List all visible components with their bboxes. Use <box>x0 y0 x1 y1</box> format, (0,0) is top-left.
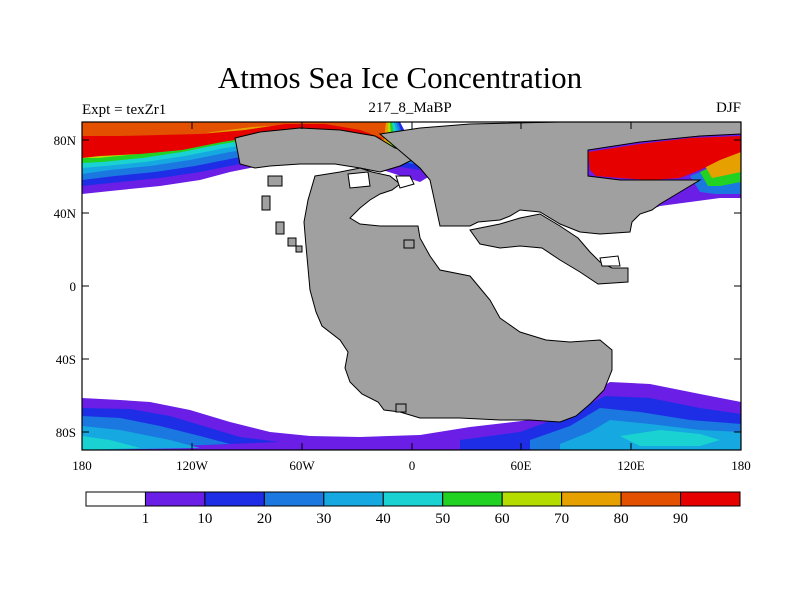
land-island-1 <box>267 175 283 187</box>
land-island-2 <box>261 195 271 211</box>
colorbar-swatch <box>620 491 682 507</box>
land-island-6 <box>403 239 415 249</box>
sea-ice-north-80pct <box>82 122 386 150</box>
land-main-continent <box>303 167 613 423</box>
colorbar-swatch <box>680 491 741 507</box>
colorbar-swatch <box>204 491 265 507</box>
inland-sea-2 <box>395 175 415 189</box>
sea-ice-north-east-70pct <box>705 150 741 178</box>
land-island-3 <box>275 221 285 235</box>
land-island-7 <box>395 403 407 413</box>
inland-sea-1 <box>347 171 371 189</box>
y-tick-label: 80N <box>54 133 77 148</box>
land-island-5 <box>295 245 303 253</box>
tick-marks <box>81 122 742 450</box>
sea-ice-south-40pct <box>82 430 720 450</box>
colorbar-label: 80 <box>614 511 629 527</box>
colorbar-swatch <box>263 491 325 507</box>
sea-ice-south-30pct <box>82 420 741 450</box>
land-eastern-peninsula <box>469 213 629 285</box>
colorbar-swatch <box>442 491 503 507</box>
colorbar-label: 60 <box>495 511 510 527</box>
land-arctic-north <box>378 122 741 235</box>
subtitle: 217_8_MaBP <box>368 100 452 116</box>
y-tick-label: 40S <box>56 352 76 367</box>
y-tick-label: 40N <box>54 206 77 221</box>
x-tick-label: 0 <box>409 458 416 473</box>
colorbar-label: 70 <box>554 511 569 527</box>
colorbar-label: 1 <box>142 511 150 527</box>
colorbar-swatch <box>85 491 146 507</box>
colorbar-label: 30 <box>316 511 331 527</box>
x-tick-label: 120E <box>617 458 645 473</box>
inland-sea-3 <box>599 255 621 267</box>
season-label: DJF <box>715 100 741 116</box>
colorbar-label: 40 <box>376 511 391 527</box>
colorbar-swatch <box>501 491 563 507</box>
land-island-4 <box>287 237 297 247</box>
land-arctic-west <box>234 127 416 173</box>
colorbar-swatch <box>382 491 444 507</box>
colorbar-swatch <box>144 491 206 507</box>
x-tick-label: 180 <box>72 458 92 473</box>
sea-ice-north-east-90pct <box>588 136 741 180</box>
chart-title: Atmos Sea Ice Concentration <box>217 60 583 95</box>
colorbar-swatch <box>561 491 622 507</box>
map-content <box>82 122 741 450</box>
colorbar-label: 20 <box>257 511 272 527</box>
colorbar: 1 10 20 30 40 50 60 70 80 90 <box>85 491 741 527</box>
inland-seas <box>347 171 621 267</box>
x-tick-label: 180 <box>731 458 751 473</box>
colorbar-label: 90 <box>673 511 688 527</box>
experiment-label: Expt = texZr1 <box>82 102 167 118</box>
colorbar-label: 50 <box>435 511 450 527</box>
x-tick-label: 120W <box>176 458 209 473</box>
y-tick-label: 0 <box>70 279 77 294</box>
colorbar-label: 10 <box>197 511 212 527</box>
x-tick-label: 60W <box>289 458 315 473</box>
y-tick-label: 80S <box>56 425 76 440</box>
x-tick-label: 60E <box>511 458 532 473</box>
land-masses <box>234 122 741 423</box>
colorbar-swatch <box>323 491 384 507</box>
